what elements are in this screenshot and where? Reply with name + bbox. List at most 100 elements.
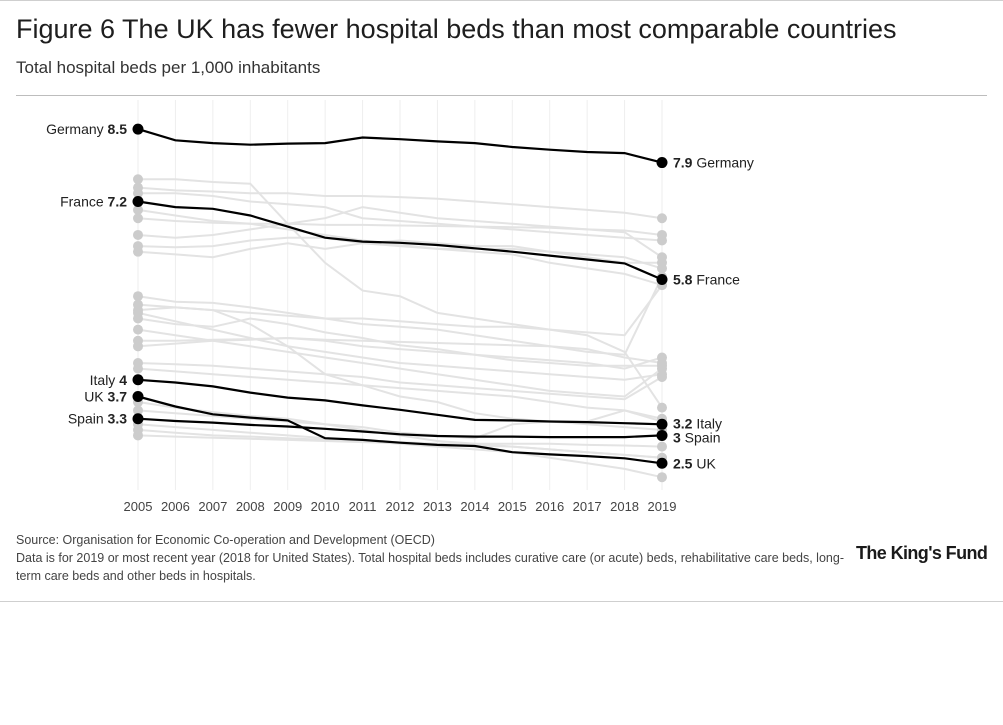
series-start-label-italy: Italy 4	[90, 372, 128, 388]
x-tick-label-2006: 2006	[161, 499, 190, 514]
background-series-start-dot	[133, 204, 143, 215]
x-tick-label-2010: 2010	[311, 499, 340, 514]
x-axis-tick-labels: 2005 2006 2007 2008 2009 2010 2011 2012 2013 2014…	[124, 499, 677, 514]
x-tick-label-2018: 2018	[610, 499, 639, 514]
series-uk: UK 3.7 2.5 UK	[84, 388, 716, 471]
series-start-value: 4	[119, 372, 127, 388]
background-series-start-dot	[133, 405, 143, 416]
highlighted-series-group: Germany 8.5 7.9 Germany France 7.2 5.8 Fran…	[46, 121, 754, 471]
series-end-label-italy: 3.2 Italy	[673, 415, 722, 431]
background-series-line	[138, 192, 663, 242]
series-end-label-spain: 3 Spain	[673, 429, 721, 445]
series-start-label-uk: UK 3.7	[84, 388, 127, 404]
series-start-name: France	[60, 194, 107, 210]
series-france: France 7.2 5.8 France	[60, 194, 740, 288]
background-series-line	[137, 276, 663, 356]
background-series-line	[137, 336, 663, 370]
line-chart: Germany 8.5 7.9 Germany France 7.2 5.8 Fran…	[46, 100, 754, 514]
series-end-name: UK	[692, 455, 716, 471]
x-tick-label-2007: 2007	[198, 499, 227, 514]
series-end-value: 5.8	[673, 272, 693, 288]
series-spain: Spain 3.3 3 Spain	[68, 411, 721, 446]
background-series-start-dot	[133, 246, 143, 257]
background-series-line	[137, 239, 662, 264]
background-series-end-dot	[657, 257, 667, 268]
background-series-start-dot	[133, 341, 143, 352]
chart-title: Figure 6 The UK has fewer hospital beds …	[16, 14, 897, 44]
background-series-end-dot	[657, 472, 667, 483]
background-series-line	[137, 362, 663, 401]
series-end-dot-germany	[656, 157, 668, 169]
background-series-start-dot	[133, 313, 143, 324]
gridlines	[137, 100, 663, 490]
bottom-divider	[0, 601, 1003, 602]
background-series-end-dot	[657, 402, 667, 413]
background-series-start-dot	[133, 213, 143, 224]
series-end-value: 3	[673, 429, 681, 445]
series-line-italy	[137, 378, 663, 426]
background-series-line	[137, 328, 663, 398]
series-start-name: Spain	[68, 411, 108, 427]
background-series-line	[137, 317, 662, 367]
series-end-dot-uk	[656, 457, 668, 469]
x-tick-label-2015: 2015	[498, 499, 527, 514]
series-line-france	[137, 200, 663, 281]
series-end-dot-italy	[656, 418, 668, 430]
background-series-start-dot	[133, 174, 143, 185]
x-tick-label-2013: 2013	[423, 499, 452, 514]
series-start-name: UK	[84, 388, 107, 404]
background-series-start-dot	[133, 430, 143, 441]
series-end-name: Germany	[692, 155, 753, 171]
series-start-label-france: France 7.2	[60, 194, 127, 210]
series-start-dot-spain	[132, 413, 144, 425]
series-start-name: Italy	[90, 372, 120, 388]
x-tick-label-2011: 2011	[349, 499, 377, 514]
background-series-start-dot	[133, 363, 143, 374]
series-end-value: 2.5	[673, 455, 693, 471]
series-italy: Italy 4 3.2 Italy	[90, 372, 722, 432]
subtitle-divider	[16, 95, 987, 96]
x-tick-label-2008: 2008	[236, 499, 265, 514]
series-end-label-uk: 2.5 UK	[673, 455, 716, 471]
background-series-start-dot	[133, 324, 143, 335]
background-series-end-dot	[657, 213, 667, 224]
background-series-line	[137, 208, 663, 287]
x-tick-label-2017: 2017	[573, 499, 602, 514]
series-end-dot-france	[656, 274, 668, 286]
series-start-dot-germany	[132, 123, 144, 135]
background-series-line	[137, 206, 663, 259]
series-start-label-germany: Germany 8.5	[46, 121, 127, 137]
background-series-line	[137, 186, 663, 220]
background-series-line	[137, 236, 663, 270]
series-start-name: Germany	[46, 121, 107, 137]
x-tick-label-2009: 2009	[273, 499, 302, 514]
series-start-dot-uk	[132, 390, 144, 402]
series-germany: Germany 8.5 7.9 Germany	[46, 121, 754, 170]
source-notes: Source: Organisation for Economic Co-ope…	[16, 531, 846, 585]
background-series-line	[137, 284, 663, 337]
background-series-line	[137, 311, 663, 381]
series-end-name: Italy	[692, 415, 722, 431]
x-tick-label-2005: 2005	[124, 499, 153, 514]
x-tick-label-2016: 2016	[535, 499, 564, 514]
x-tick-label-2019: 2019	[648, 499, 677, 514]
background-series-end-dot	[657, 441, 667, 452]
chart-subtitle: Total hospital beds per 1,000 inhabitant…	[16, 58, 321, 77]
background-series-end-dot	[657, 371, 667, 382]
series-start-value: 3.3	[108, 411, 128, 427]
series-start-value: 7.2	[108, 194, 128, 210]
background-series-group	[133, 174, 667, 483]
background-series-start-dot	[133, 188, 143, 199]
series-end-label-france: 5.8 France	[673, 272, 740, 288]
x-tick-label-2014: 2014	[460, 499, 489, 514]
background-series-start-dot	[133, 291, 143, 302]
background-series-line	[138, 178, 663, 409]
background-series-start-dot	[133, 229, 143, 240]
series-end-name: France	[692, 272, 740, 288]
background-series-end-dot	[657, 352, 667, 363]
series-end-value: 3.2	[673, 415, 693, 431]
background-series-line	[137, 367, 663, 420]
series-line-spain	[137, 417, 663, 439]
source-text: Source: Organisation for Economic Co-ope…	[16, 533, 435, 547]
top-divider	[0, 0, 1003, 1]
